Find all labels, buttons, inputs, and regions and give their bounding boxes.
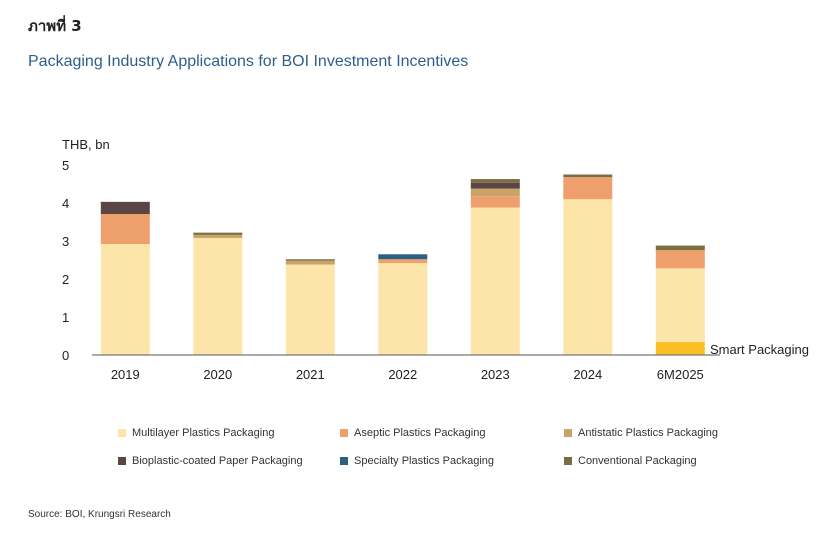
- bar-segment-antistatic-plastics-packaging: [470, 188, 520, 197]
- bar-segment-multilayer-plastics-packaging: [285, 264, 335, 355]
- y-tick-label: 5: [62, 158, 69, 173]
- bar-segment-bioplastic-coated-paper-packaging: [100, 201, 150, 215]
- bar-segment-antistatic-plastics-packaging: [285, 260, 335, 265]
- legend-swatch: [564, 457, 572, 465]
- legend-item: Multilayer Plastics Packaging: [118, 427, 274, 439]
- x-tick-label: 2021: [296, 367, 325, 382]
- legend-label: Conventional Packaging: [578, 455, 697, 467]
- x-tick-label: 2022: [388, 367, 417, 382]
- bar-segment-aseptic-plastics-packaging: [563, 177, 613, 200]
- x-tick-label: 2024: [573, 367, 602, 382]
- y-tick-label: 4: [62, 196, 69, 211]
- legend-item: Specialty Plastics Packaging: [340, 455, 494, 467]
- legend-item: Bioplastic-coated Paper Packaging: [118, 455, 303, 467]
- legend-item: Antistatic Plastics Packaging: [564, 427, 718, 439]
- y-tick-label: 1: [62, 310, 69, 325]
- x-tick-label: 2019: [111, 367, 140, 382]
- bar-segment-specialty-plastics-packaging: [378, 254, 428, 260]
- legend-label: Antistatic Plastics Packaging: [578, 427, 719, 439]
- bar-segment-smart-packaging: [655, 342, 705, 355]
- bar-segment-aseptic-plastics-packaging: [100, 214, 150, 245]
- bar-segment-conventional-packaging: [193, 232, 243, 235]
- legend-swatch: [340, 457, 348, 465]
- bar-segment-multilayer-plastics-packaging: [100, 244, 150, 355]
- y-axis-label: THB, bn: [62, 137, 110, 152]
- bar-segment-aseptic-plastics-packaging: [470, 196, 520, 208]
- legend-item: Aseptic Plastics Packaging: [340, 427, 485, 439]
- bar-segment-multilayer-plastics-packaging: [193, 237, 243, 355]
- legend-label: Specialty Plastics Packaging: [354, 455, 495, 467]
- x-tick-label: 2020: [203, 367, 232, 382]
- bar-segment-conventional-packaging: [655, 245, 705, 251]
- bar-segment-antistatic-plastics-packaging: [193, 234, 243, 238]
- bar-segment-conventional-packaging: [470, 179, 520, 183]
- figure-label: ภาพที่ 3: [28, 17, 82, 35]
- legend-label: Multilayer Plastics Packaging: [132, 427, 275, 439]
- bar-segment-multilayer-plastics-packaging: [655, 268, 705, 343]
- bar-segment-multilayer-plastics-packaging: [470, 207, 520, 355]
- legend-label: Aseptic Plastics Packaging: [354, 427, 486, 439]
- legend-item: Conventional Packaging: [564, 455, 697, 467]
- x-tick-label: 2023: [481, 367, 510, 382]
- y-tick-label: 3: [62, 234, 69, 249]
- legend-label: Bioplastic-coated Paper Packaging: [132, 455, 303, 467]
- y-tick-label: 2: [62, 272, 69, 287]
- legend-swatch: [118, 457, 126, 465]
- y-tick-label: 0: [62, 348, 69, 363]
- chart-title: Packaging Industry Applications for BOI …: [28, 53, 469, 70]
- bar-segment-multilayer-plastics-packaging: [563, 199, 613, 355]
- bar-segment-multilayer-plastics-packaging: [378, 263, 428, 355]
- legend-swatch: [340, 429, 348, 437]
- bar-segment-bioplastic-coated-paper-packaging: [470, 182, 520, 189]
- smart-packaging-label: Smart Packaging: [710, 342, 809, 357]
- bar-segment-aseptic-plastics-packaging: [378, 259, 428, 264]
- x-tick-label: 6M2025: [657, 367, 704, 382]
- legend-swatch: [564, 429, 572, 437]
- stacked-bar-chart: THB, bn 0 1 2 3 4 5 2019 2020 2021 2022 2023 2024 6…: [62, 137, 809, 382]
- source-note: Source: BOI, Krungsri Research: [28, 509, 171, 520]
- legend-swatch: [118, 429, 126, 437]
- bar-segment-conventional-packaging: [285, 259, 335, 261]
- bar-segment-conventional-packaging: [563, 174, 613, 178]
- bar-segment-aseptic-plastics-packaging: [655, 250, 705, 269]
